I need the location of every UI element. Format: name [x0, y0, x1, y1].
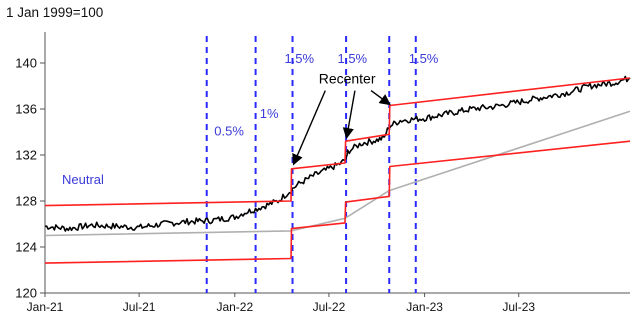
index-line	[44, 75, 631, 232]
recenter-arrow	[292, 90, 326, 166]
upper-band-line	[44, 77, 631, 207]
y-tick-label: 132	[15, 148, 37, 163]
recenter-arrow	[342, 90, 356, 140]
x-tick-label: Jan-21	[27, 300, 64, 314]
rate-annotation: 1.5%	[284, 51, 314, 66]
lower-band-line	[44, 140, 631, 264]
y-tick-label: 124	[15, 240, 37, 255]
rate-annotation: 1.5%	[337, 51, 367, 66]
x-tick-label: Jul-23	[502, 300, 535, 314]
rate-annotation: 1.5%	[409, 51, 439, 66]
central-line	[44, 110, 631, 237]
x-tick-label: Jul-21	[123, 300, 156, 314]
chart-subtitle: 1 Jan 1999=100	[6, 5, 104, 20]
x-tick-label: Jan-23	[406, 300, 443, 314]
rate-annotation: 0.5%	[214, 123, 244, 138]
rate-annotation: Neutral	[62, 172, 104, 187]
y-tick-label: 120	[15, 286, 37, 301]
x-tick-label: Jan-22	[216, 300, 253, 314]
recenter-annotation: Recenter	[319, 71, 376, 87]
x-tick-label: Jul-22	[313, 300, 346, 314]
y-tick-label: 140	[15, 56, 37, 71]
recenter-arrow	[370, 90, 391, 106]
y-tick-label: 136	[15, 102, 37, 117]
rate-annotation: 1%	[260, 106, 279, 121]
y-tick-label: 128	[15, 194, 37, 209]
